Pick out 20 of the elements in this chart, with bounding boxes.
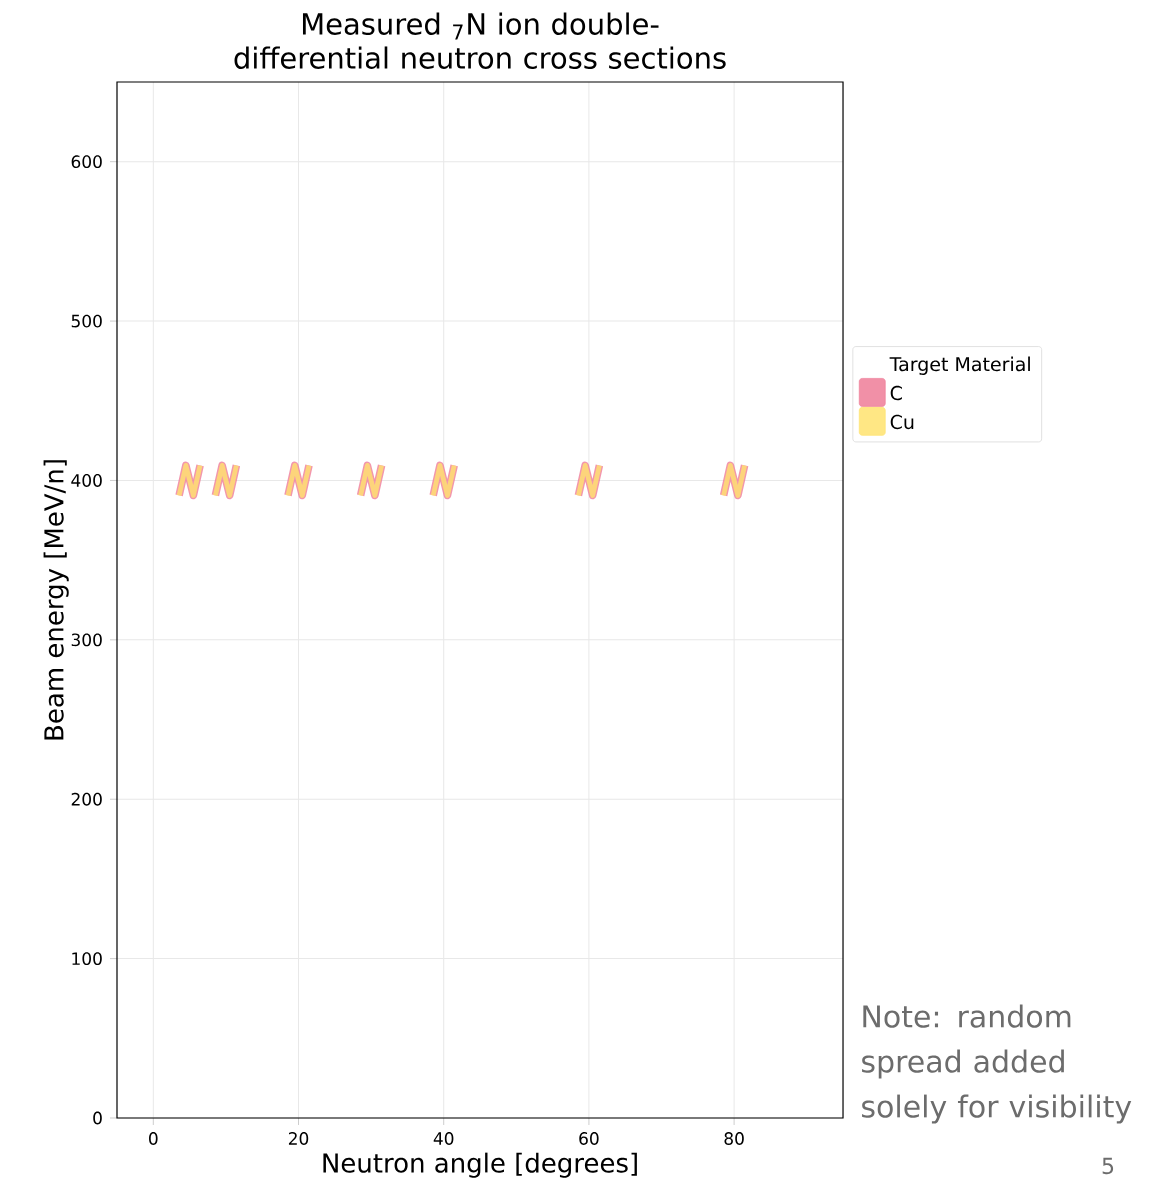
y-tick-label: 600 — [71, 155, 102, 169]
x-tick-label: 80 — [724, 1132, 744, 1145]
y-axis-title: Beam energy [MeV/n] — [43, 460, 69, 740]
legend-title: Target Material — [889, 356, 1030, 375]
y-tick-label: 100 — [72, 952, 102, 966]
y-tick-label: 0 — [93, 1111, 102, 1125]
x-tick-label: 0 — [148, 1132, 158, 1145]
chart-title: Measured $_{7}$N ion double-differential neutron cross sections — [234, 12, 726, 69]
text: 5 — [1102, 1157, 1113, 1175]
text: Note: random spread added solely for visibility — [861, 1004, 1132, 1124]
x-tick-label: 60 — [579, 1132, 599, 1145]
y-tick-label: 500 — [71, 314, 102, 328]
x-axis-title: Neutron angle [degrees] — [323, 1152, 637, 1178]
x-tick-label: 40 — [433, 1132, 454, 1145]
legend-label: Cu — [890, 414, 914, 430]
legend-label: C — [890, 385, 902, 401]
x-tick-label: 20 — [288, 1132, 308, 1145]
y-tick-label: 300 — [71, 633, 102, 647]
y-tick-label: 400 — [71, 474, 102, 487]
y-tick-label: 200 — [71, 792, 102, 806]
